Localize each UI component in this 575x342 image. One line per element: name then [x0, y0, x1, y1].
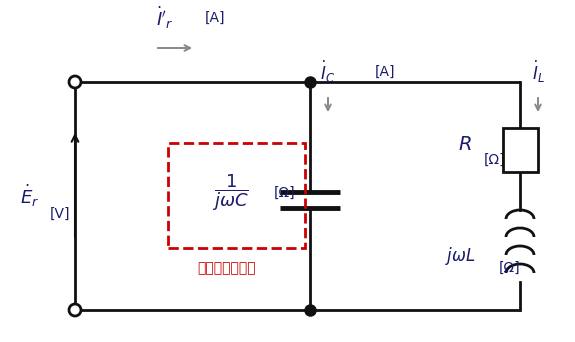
Text: [Ω]: [Ω]: [484, 153, 506, 167]
Bar: [503, 128, 538, 172]
Text: $\dot{I}_C$: $\dot{I}_C$: [320, 59, 336, 85]
Text: 進相コンデンサ: 進相コンデンサ: [197, 261, 256, 275]
Text: $\dot{E}_r$: $\dot{E}_r$: [20, 183, 40, 209]
Text: $\dot{I}'_r$: $\dot{I}'_r$: [156, 5, 174, 31]
Text: [Ω]: [Ω]: [499, 261, 521, 275]
Bar: [168, 143, 305, 248]
Text: $\dot{I}_L$: $\dot{I}_L$: [531, 59, 545, 85]
Text: [V]: [V]: [50, 207, 70, 221]
Text: [A]: [A]: [205, 11, 225, 25]
Text: [Ω]: [Ω]: [274, 186, 296, 200]
Text: [A]: [A]: [375, 65, 395, 79]
Text: $j\omega L$: $j\omega L$: [444, 245, 476, 267]
Text: $\dfrac{1}{j\omega C}$: $\dfrac{1}{j\omega C}$: [212, 173, 248, 213]
Text: $R$: $R$: [458, 136, 472, 154]
